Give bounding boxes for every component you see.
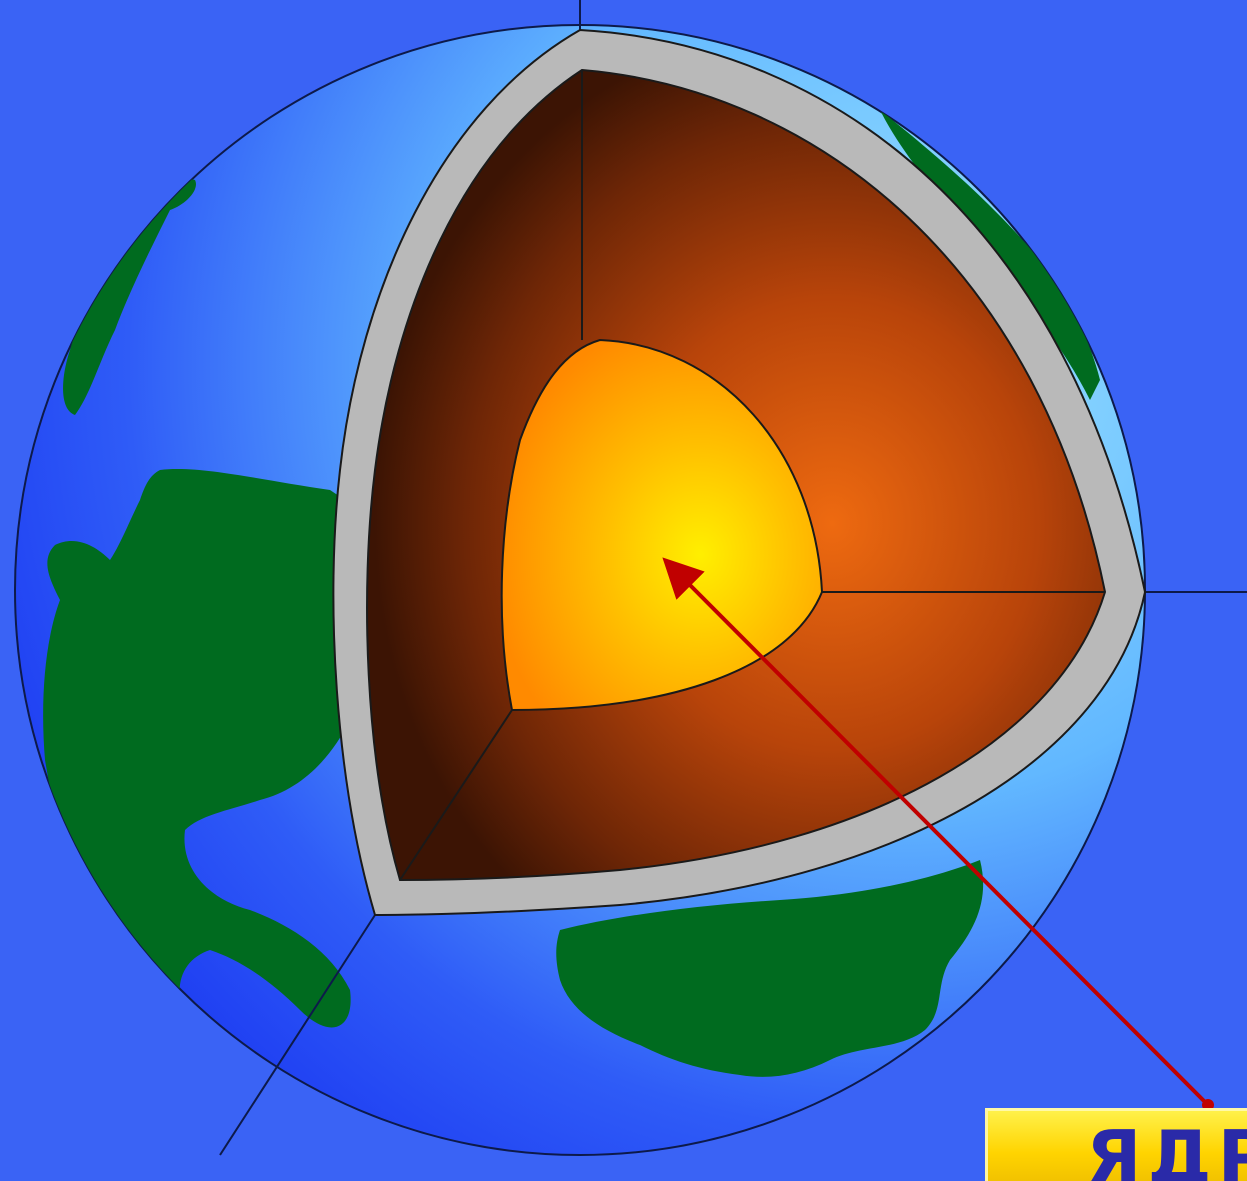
mantle-cut-diagonal	[399, 709, 513, 881]
core-layer	[500, 338, 824, 712]
continent-south	[556, 860, 984, 1077]
continent-west	[43, 469, 351, 1059]
axis-line-diagonal	[219, 914, 376, 1156]
core-label: ЯДРО	[985, 1108, 1247, 1181]
arrow-icon	[662, 557, 1210, 1107]
core-label-text: ЯДРО	[1086, 1115, 1247, 1181]
continent-north	[63, 179, 196, 415]
